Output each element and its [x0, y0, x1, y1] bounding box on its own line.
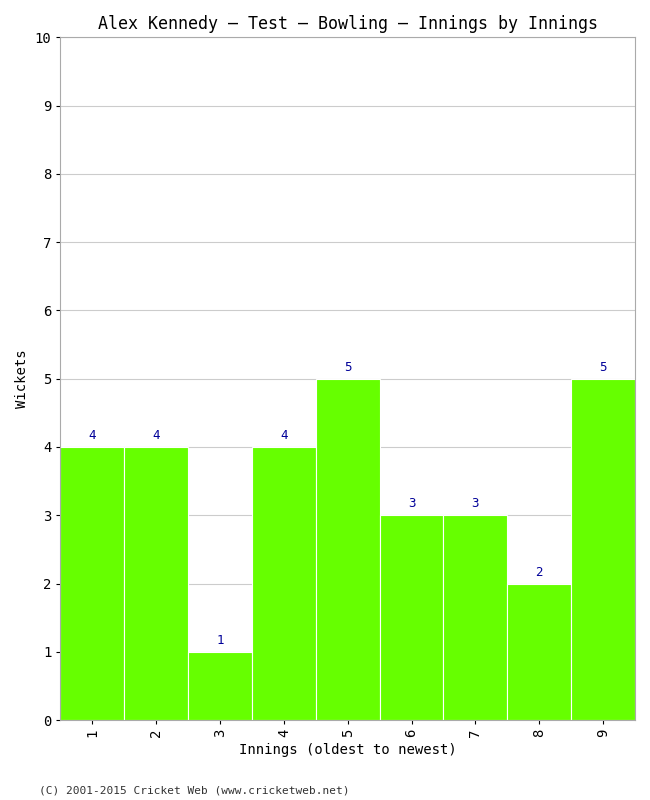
Text: 4: 4: [88, 429, 96, 442]
Text: 2: 2: [536, 566, 543, 578]
Bar: [188, 652, 252, 720]
Text: 4: 4: [152, 429, 160, 442]
Text: 1: 1: [216, 634, 224, 647]
Text: (C) 2001-2015 Cricket Web (www.cricketweb.net): (C) 2001-2015 Cricket Web (www.cricketwe…: [39, 786, 350, 795]
Bar: [380, 515, 443, 720]
Bar: [443, 515, 507, 720]
Text: 3: 3: [472, 498, 479, 510]
Text: 5: 5: [344, 361, 352, 374]
Bar: [124, 447, 188, 720]
Bar: [316, 378, 380, 720]
Bar: [60, 447, 124, 720]
X-axis label: Innings (oldest to newest): Innings (oldest to newest): [239, 743, 456, 757]
Bar: [571, 378, 635, 720]
Text: 5: 5: [599, 361, 607, 374]
Y-axis label: Wickets: Wickets: [15, 350, 29, 408]
Bar: [252, 447, 316, 720]
Bar: [507, 583, 571, 720]
Text: 4: 4: [280, 429, 287, 442]
Title: Alex Kennedy – Test – Bowling – Innings by Innings: Alex Kennedy – Test – Bowling – Innings …: [98, 15, 597, 33]
Text: 3: 3: [408, 498, 415, 510]
